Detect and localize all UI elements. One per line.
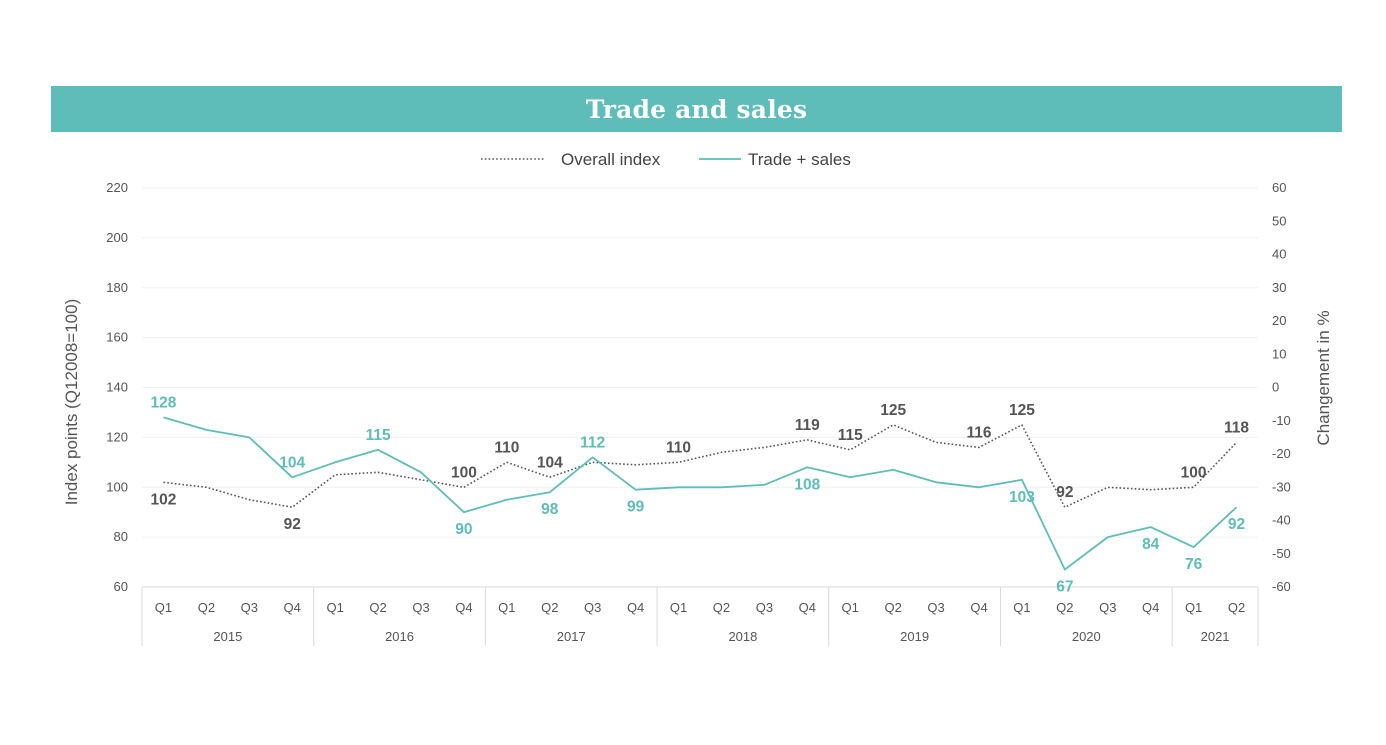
trade-sales-data-label: 112 (580, 434, 605, 451)
overall-index-data-label: 119 (795, 417, 820, 434)
y-left-tick-label: 140 (106, 380, 128, 395)
overall-index-line (163, 424, 1238, 509)
trade-sales-data-label: 103 (1009, 489, 1035, 506)
overall-index-data-label: 92 (1056, 484, 1073, 501)
legend-label-overall-index: Overall index (561, 150, 661, 169)
y-right-tick-label: 40 (1272, 247, 1286, 262)
x-tick-label-quarter: Q2 (1056, 600, 1073, 615)
legend: Overall index Trade + sales (481, 150, 851, 169)
y-right-tick-label: -10 (1272, 413, 1291, 428)
axes: 22020018016014012010080606050403020100-1… (62, 180, 1333, 646)
overall-index-data-label: 92 (284, 516, 301, 533)
x-tick-label-quarter: Q3 (412, 600, 429, 615)
y-right-tick-label: -50 (1272, 546, 1291, 561)
trade-sales-data-label: 108 (794, 476, 820, 493)
chart-title-banner: Trade and sales (51, 86, 1342, 132)
y-right-tick-label: 10 (1272, 346, 1286, 361)
x-tick-label-year: 2018 (728, 629, 757, 644)
legend-label-trade-sales: Trade + sales (748, 150, 851, 169)
trade-sales-line (163, 416, 1238, 571)
y-left-tick-label: 200 (106, 230, 128, 245)
x-tick-label-quarter: Q4 (799, 600, 816, 615)
y-right-tick-label: -40 (1272, 513, 1291, 528)
x-tick-label-quarter: Q4 (1142, 600, 1159, 615)
y-right-tick-label: -20 (1272, 446, 1291, 461)
x-tick-label-year: 2021 (1201, 629, 1230, 644)
y-right-tick-label: 60 (1272, 180, 1286, 195)
x-tick-label-quarter: Q4 (455, 600, 472, 615)
x-tick-label-year: 2017 (557, 629, 586, 644)
trade-sales-data-label: 99 (627, 499, 645, 516)
x-tick-label-quarter: Q2 (369, 600, 386, 615)
y-left-tick-label: 120 (106, 429, 128, 444)
x-tick-label-quarter: Q2 (884, 600, 901, 615)
x-tick-label-quarter: Q1 (326, 600, 343, 615)
x-tick-label-quarter: Q1 (155, 600, 172, 615)
x-tick-label-quarter: Q4 (970, 600, 987, 615)
y-left-tick-label: 80 (114, 529, 128, 544)
x-tick-label-year: 2019 (900, 629, 929, 644)
y-left-tick-label: 100 (106, 479, 128, 494)
data-labels: 102 92 100 110 104 110 119 115 125 116 125 92 100 118… (151, 394, 1250, 595)
y-left-tick-label: 160 (106, 330, 128, 345)
chart-title: Trade and sales (585, 94, 808, 124)
x-tick-label-quarter: Q2 (198, 600, 215, 615)
x-tick-label-quarter: Q3 (756, 600, 773, 615)
trade-sales-data-label: 98 (541, 501, 559, 518)
y-left-tick-label: 60 (114, 579, 128, 594)
overall-index-data-label: 125 (1009, 402, 1035, 419)
x-tick-label-quarter: Q1 (670, 600, 687, 615)
overall-index-data-label: 110 (666, 439, 691, 456)
x-tick-label-year: 2015 (213, 629, 242, 644)
x-tick-label-quarter: Q1 (842, 600, 859, 615)
y-right-tick-label: 50 (1272, 213, 1286, 228)
y-left-tick-label: 180 (106, 280, 128, 295)
x-tick-label-quarter: Q3 (1099, 600, 1116, 615)
x-tick-label-quarter: Q2 (1228, 600, 1245, 615)
x-tick-label-quarter: Q2 (541, 600, 558, 615)
overall-index-data-label: 116 (966, 424, 991, 441)
trade-sales-data-label: 84 (1142, 536, 1160, 553)
x-tick-label-quarter: Q4 (284, 600, 301, 615)
trade-sales-data-label: 115 (366, 427, 391, 444)
overall-index-data-label: 100 (1181, 464, 1207, 481)
overall-index-data-label: 125 (880, 402, 906, 419)
overall-index-data-label: 100 (451, 464, 477, 481)
y-right-tick-label: 0 (1272, 380, 1279, 395)
y-left-axis-title: Index points (Q12008=100) (62, 299, 81, 506)
trade-sales-data-label: 76 (1185, 556, 1203, 573)
x-tick-label-quarter: Q1 (1013, 600, 1030, 615)
overall-index-data-label: 102 (151, 491, 177, 508)
overall-index-data-label: 104 (537, 454, 563, 471)
y-right-tick-label: -30 (1272, 479, 1291, 494)
x-tick-label-year: 2016 (385, 629, 414, 644)
x-tick-label-quarter: Q4 (627, 600, 644, 615)
overall-index-data-label: 118 (1224, 419, 1249, 436)
trade-sales-data-label: 92 (1228, 516, 1245, 533)
x-tick-label-year: 2020 (1072, 629, 1101, 644)
x-tick-label-quarter: Q1 (498, 600, 515, 615)
y-right-tick-label: -60 (1272, 579, 1291, 594)
overall-index-data-label: 115 (838, 427, 863, 444)
grid-lines (142, 187, 1258, 588)
y-right-tick-label: 20 (1272, 313, 1286, 328)
x-tick-label-quarter: Q3 (927, 600, 944, 615)
overall-index-data-label: 110 (494, 439, 519, 456)
trade-sales-data-label: 67 (1056, 579, 1073, 596)
trade-sales-data-label: 90 (455, 521, 472, 538)
y-left-tick-label: 220 (106, 180, 128, 195)
x-tick-label-quarter: Q2 (713, 600, 730, 615)
trade-sales-data-label: 128 (151, 394, 177, 411)
x-tick-label-quarter: Q1 (1185, 600, 1202, 615)
trade-sales-data-label: 104 (279, 454, 305, 471)
x-tick-label-quarter: Q3 (241, 600, 258, 615)
x-tick-label-quarter: Q3 (584, 600, 601, 615)
series-lines (163, 416, 1238, 571)
y-right-tick-label: 30 (1272, 280, 1286, 295)
y-right-axis-title: Changement in % (1314, 310, 1333, 445)
